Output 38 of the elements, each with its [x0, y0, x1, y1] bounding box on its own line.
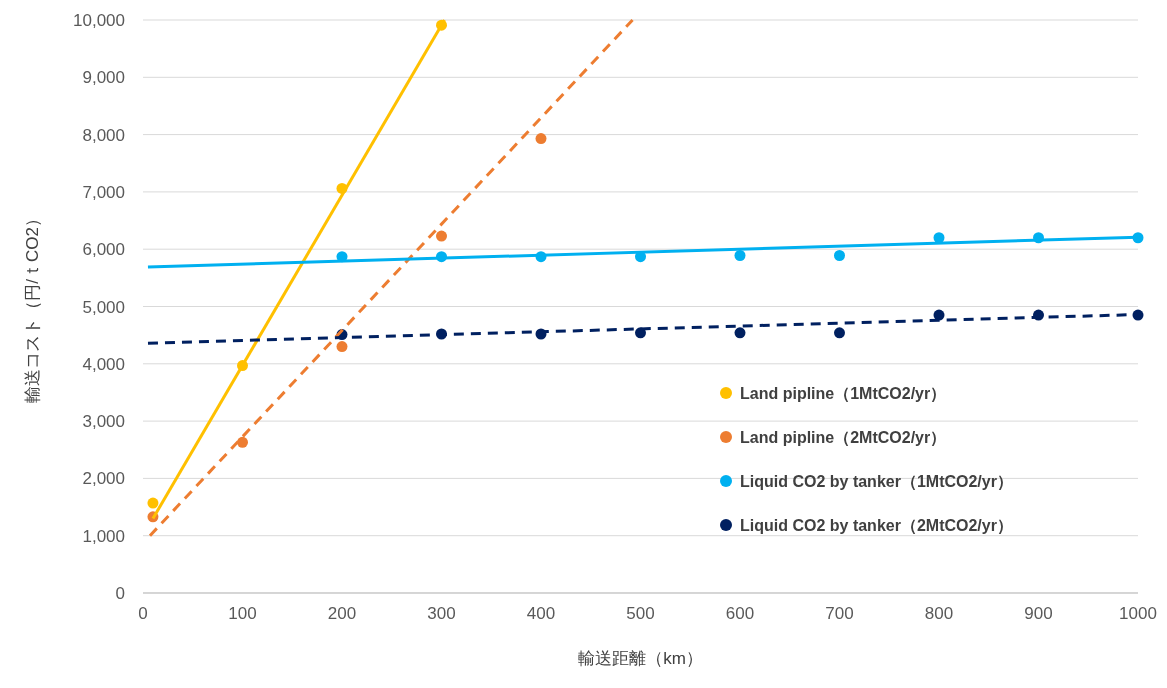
y-tick-label: 2,000 — [82, 469, 125, 489]
point — [734, 250, 746, 261]
x-tick-label: 200 — [327, 604, 357, 623]
point — [834, 250, 845, 261]
y-tick-label: 3,000 — [82, 412, 125, 432]
x-tick-label: 1000 — [1119, 604, 1157, 623]
y-tick-label: 10,000 — [73, 11, 125, 30]
point — [237, 436, 248, 448]
x-tick-label: 600 — [725, 604, 755, 623]
x-tick-label: 700 — [825, 604, 854, 623]
legend-label: Liquid CO2 by tanker（1MtCO2/yr） — [740, 473, 1013, 491]
legend-label: Liquid CO2 by tanker（2MtCO2/yr） — [740, 517, 1013, 535]
y-tick-label: 5,000 — [82, 297, 125, 317]
y-tick-label: 7,000 — [82, 182, 125, 202]
y-tick-label: 4,000 — [82, 354, 125, 374]
y-tick-label: 9,000 — [82, 68, 125, 88]
x-tick-label: 0 — [138, 604, 148, 623]
x-tick-label: 500 — [626, 604, 655, 623]
legend-label: Land pipline（1MtCO2/yr） — [740, 385, 947, 403]
point — [834, 327, 845, 339]
y-axis-title: 輸送コスト（円/ｔCO2） — [23, 210, 42, 403]
point — [336, 341, 348, 353]
x-tick-label: 100 — [228, 604, 257, 623]
y-tick-label: 0 — [115, 584, 125, 603]
x-tick-label: 300 — [427, 604, 456, 623]
y-tick-label: 6,000 — [82, 240, 125, 260]
point — [147, 497, 159, 509]
x-tick-label: 400 — [526, 604, 556, 623]
x-axis-title: 輸送距離（km） — [578, 649, 703, 668]
y-tick-label: 1,000 — [82, 526, 125, 546]
point — [635, 327, 646, 339]
y-tick-label: 8,000 — [82, 125, 125, 145]
point — [734, 327, 746, 339]
legend-label: Land pipline（2MtCO2/yr） — [740, 429, 947, 447]
x-tick-label: 900 — [1024, 604, 1053, 623]
x-tick-label: 800 — [924, 604, 954, 623]
point — [535, 133, 547, 145]
point — [436, 230, 447, 242]
